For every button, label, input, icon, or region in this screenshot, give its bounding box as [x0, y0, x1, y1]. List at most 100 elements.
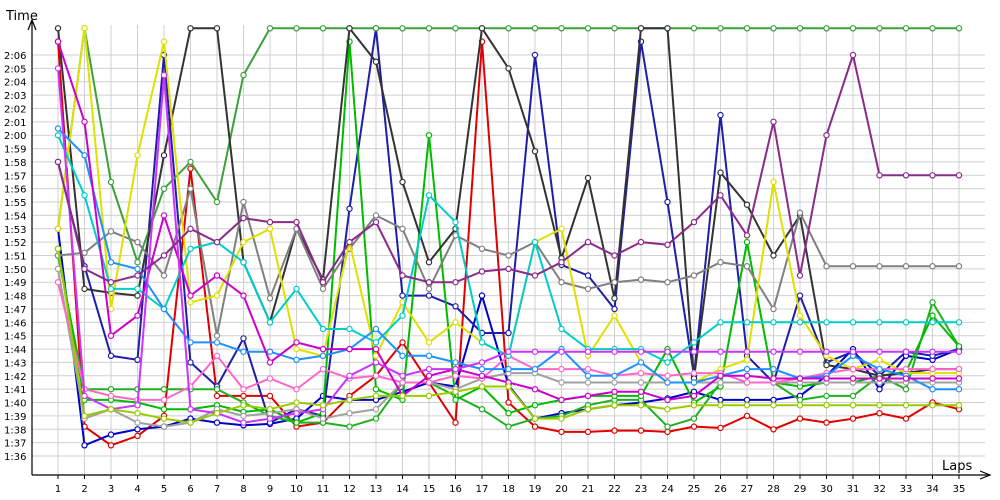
data-point — [637, 276, 645, 283]
data-point — [505, 329, 512, 337]
data-point — [584, 25, 592, 32]
y-tick-label: 1:48 — [4, 292, 26, 303]
data-point — [929, 172, 936, 179]
data-point — [664, 241, 671, 248]
x-tick-label: 25 — [688, 484, 701, 495]
data-point — [134, 292, 141, 299]
data-point — [425, 392, 433, 400]
data-point — [584, 238, 592, 246]
data-point — [293, 339, 300, 346]
data-point — [478, 339, 486, 346]
data-point — [770, 375, 777, 382]
x-tick-label: 8 — [240, 484, 246, 495]
y-tick-label: 1:47 — [4, 305, 26, 316]
data-point — [160, 386, 168, 393]
axes — [27, 18, 992, 480]
data-point — [796, 396, 804, 404]
data-point — [637, 238, 645, 246]
data-point — [531, 423, 539, 430]
data-point — [637, 427, 645, 434]
data-point — [770, 402, 777, 409]
x-tick-label: 32 — [873, 484, 886, 495]
data-point — [690, 379, 698, 386]
y-tick-label: 2:00 — [4, 131, 26, 142]
data-point — [293, 356, 300, 363]
data-point — [372, 406, 380, 413]
data-point — [823, 419, 830, 426]
data-point — [319, 279, 327, 286]
data-point — [319, 325, 327, 333]
x-tick-label: 24 — [661, 484, 674, 495]
data-point — [81, 265, 88, 273]
data-point — [505, 423, 512, 430]
data-point — [213, 25, 221, 32]
data-point — [187, 225, 194, 232]
data-point — [584, 365, 592, 373]
data-point — [770, 396, 777, 404]
data-point — [823, 263, 830, 270]
data-point — [505, 365, 512, 373]
data-point — [558, 396, 565, 404]
data-point — [929, 25, 936, 32]
x-tick-label: 13 — [370, 484, 383, 495]
data-point — [505, 383, 512, 390]
data-point — [637, 379, 645, 386]
data-point — [743, 201, 751, 208]
data-point — [823, 348, 830, 355]
data-point — [266, 406, 274, 413]
data-point — [187, 406, 194, 413]
data-point — [425, 131, 433, 139]
tick-labels: 1:36 1:37 1:38 1:39 1:40 1:41 1:42 1:43 1:44 1:45… — [4, 51, 965, 495]
data-point — [293, 410, 300, 417]
data-point — [81, 249, 88, 256]
data-point — [796, 319, 804, 326]
data-point — [876, 25, 883, 32]
data-point — [107, 352, 115, 359]
data-point — [160, 272, 168, 279]
data-point — [584, 174, 592, 182]
data-point — [107, 259, 115, 266]
data-point — [902, 172, 910, 179]
data-point — [531, 147, 539, 155]
data-point — [452, 419, 459, 426]
x-axis-label: Laps — [942, 459, 972, 474]
data-point — [107, 392, 115, 400]
data-point — [955, 25, 963, 32]
data-point — [213, 386, 221, 393]
data-point — [849, 25, 857, 32]
data-point — [372, 218, 380, 226]
data-point — [54, 125, 62, 132]
x-tick-label: 34 — [926, 484, 939, 495]
data-point — [160, 38, 168, 45]
data-point — [160, 71, 168, 79]
data-point — [319, 402, 327, 409]
data-point — [531, 25, 539, 32]
y-tick-label: 2:04 — [4, 78, 26, 89]
data-point — [319, 345, 327, 353]
data-point — [266, 295, 274, 302]
data-point — [849, 365, 857, 373]
data-point — [505, 65, 512, 72]
data-point — [452, 279, 459, 286]
x-tick-label: 20 — [555, 484, 568, 495]
data-point — [478, 372, 486, 379]
data-point — [584, 428, 592, 436]
y-tick-label: 1:40 — [4, 399, 26, 410]
data-point — [902, 263, 910, 270]
y-tick-label: 2:06 — [4, 51, 26, 62]
data-point — [346, 410, 353, 417]
data-point — [876, 386, 883, 393]
data-point — [240, 402, 247, 409]
data-point — [558, 365, 565, 373]
y-tick-label: 1:36 — [4, 452, 26, 463]
data-point — [187, 158, 194, 166]
data-point — [743, 319, 751, 326]
y-tick-label: 1:56 — [4, 185, 26, 196]
data-point — [558, 428, 565, 436]
series-15 — [54, 51, 963, 286]
data-point — [266, 415, 274, 422]
data-point — [399, 178, 406, 186]
data-point — [240, 198, 247, 206]
data-point — [372, 386, 380, 393]
data-point — [664, 396, 671, 404]
